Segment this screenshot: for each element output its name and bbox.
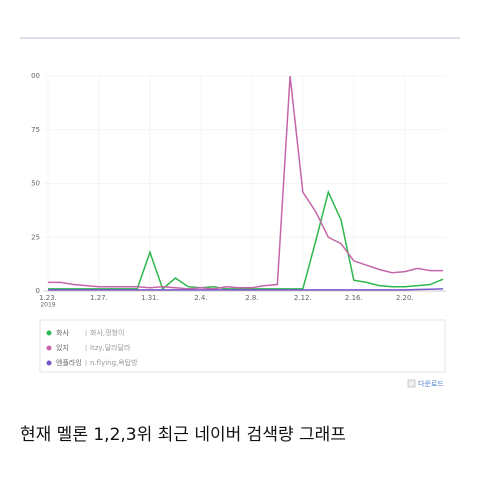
legend-box (39, 319, 446, 373)
x-tick-label: 2.20. (396, 294, 414, 302)
x-tick-label: 2.4. (194, 294, 207, 302)
download-link[interactable]: 다운로드 (418, 379, 444, 388)
legend-detail: 화사,멍청이 (90, 328, 124, 337)
legend-name: 있지 (56, 343, 69, 352)
caption: 현재 멜론 1,2,3위 최근 네이버 검색량 그래프 (20, 425, 346, 445)
download-icon[interactable] (407, 379, 416, 388)
x-tick-label: 2.12. (294, 294, 312, 302)
y-tick-label: 75 (31, 126, 40, 134)
chart: 다운로드 00 75 50 25 01.23. 1.27. 1.31. 2.4. 2.8. 2.1… (20, 37, 460, 388)
legend-marker (46, 345, 52, 351)
legend-detail: itzy,달라달라 (90, 343, 131, 352)
legend-marker (46, 330, 52, 336)
series-line (48, 189, 444, 291)
x-tick-label: 1.27. (90, 294, 108, 302)
series-line (48, 288, 444, 291)
y-tick-label: 0 (36, 287, 40, 295)
y-tick-label: 00 (31, 72, 40, 80)
x-tick-label: 1.23. (39, 294, 57, 302)
x-tick-label: 1.31. (141, 294, 159, 302)
x-year-label: 2019 (40, 302, 55, 309)
y-tick-label: 50 (31, 180, 40, 188)
legend-name: 화사 (56, 328, 69, 337)
legend-name: 엔플라잉 (56, 358, 82, 367)
series-line (48, 75, 443, 290)
y-tick-label: 25 (31, 233, 40, 241)
legend-detail: n.flying,옥탑방 (90, 358, 138, 367)
legend-marker (46, 360, 52, 366)
x-tick-label: 2.8. (245, 294, 258, 302)
x-tick-label: 2.16. (345, 294, 363, 302)
